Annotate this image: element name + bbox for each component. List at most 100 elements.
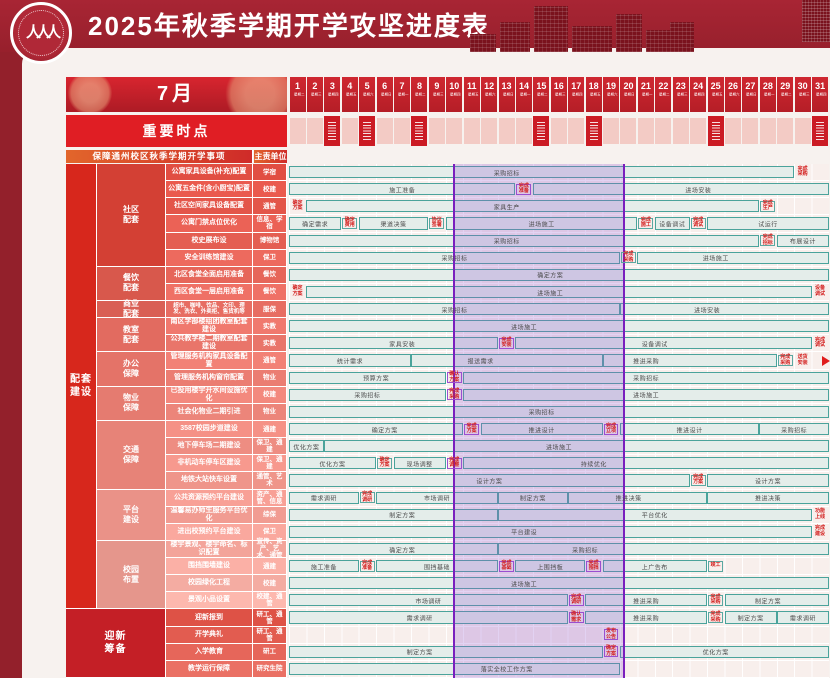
bar-label: 设计方案: [476, 479, 503, 486]
milestone-note-line: 完成: [362, 491, 373, 498]
gantt-bar: [619, 645, 829, 658]
weekday-label: 星期日: [380, 93, 392, 97]
weekday-label: 星期一: [398, 93, 409, 97]
milestone-note: 完成 安装: [499, 337, 514, 349]
task-cell: 公共教学楼二期教室配套建设: [166, 335, 253, 353]
building-shape: [500, 22, 530, 52]
month-label: 7月: [156, 83, 197, 105]
day-number: 31: [815, 81, 826, 91]
weekday-label: 星期三: [554, 93, 566, 97]
unit-cell: 资产、通管、信息: [253, 489, 287, 507]
bar-label: 采购招标: [441, 256, 468, 263]
gantt-bar: [289, 491, 359, 504]
milestone-note-line: 完成: [362, 559, 373, 566]
gantt-bar: [585, 594, 708, 607]
milestone-note-line: 调试: [815, 342, 826, 349]
milestone-note: 完成 采购: [708, 593, 723, 606]
milestone-note-line: 调整: [449, 462, 460, 469]
task-cell: 地下停车场二期建设: [166, 438, 253, 456]
gantt-bar: [654, 217, 690, 230]
bar-label: 设备调试: [659, 222, 686, 229]
section-header-unit: 主责单位: [254, 150, 287, 163]
group-cell-l2: 办公 保障: [97, 352, 166, 387]
day-cell: 17 星期四: [568, 77, 585, 112]
day-cell: 3 星期四: [324, 77, 341, 112]
milestone-note: 完成 立项: [603, 422, 619, 435]
milestone-day-cell: [463, 118, 480, 144]
unit-cell: 通建: [253, 421, 287, 439]
milestone-note-line: 完成: [710, 593, 721, 600]
gantt-bar: [619, 423, 760, 436]
flower-decoration: [225, 77, 287, 112]
gantt-bar: [532, 183, 829, 196]
day-cell: 23 星期三: [672, 77, 689, 112]
milestone-note: 协议 签署: [429, 217, 445, 230]
milestone-row-label: 重要时点: [66, 115, 287, 147]
bar-label: 进场施工: [528, 222, 555, 229]
gantt-bar: [289, 354, 411, 367]
milestone-note-line: 调试: [815, 290, 826, 297]
gantt-bar: [289, 611, 568, 624]
unit-cell: 餐饮: [253, 266, 287, 284]
milestone-note: 完成 采购: [795, 166, 810, 178]
unit-cell: 通建: [253, 558, 287, 576]
task-cell: 校园绿化工程: [166, 575, 253, 593]
day-number: 17: [571, 81, 582, 91]
day-cell: 30 星期三: [794, 77, 811, 112]
bar-label: 确定方案: [389, 548, 416, 554]
group-cell-l2: 社区 配套: [97, 164, 166, 267]
day-number: 27: [745, 81, 756, 91]
day-cell: 29 星期二: [777, 77, 794, 112]
bar-label: 布展设计: [789, 239, 816, 246]
milestone-note-line: 安装: [501, 342, 512, 349]
milestone-note-line: 需求: [571, 616, 582, 623]
milestone-marker: [533, 116, 550, 146]
task-cell: 楼宇景观、楼宇命名、标识配置: [166, 540, 253, 559]
day-number: 8: [416, 81, 422, 91]
milestone-note-line: 完成: [466, 422, 477, 429]
unit-cell: 博物馆: [253, 232, 287, 250]
day-number: 9: [434, 81, 440, 91]
milestone-note-line: 完成: [605, 422, 616, 429]
unit-cell: 通管、艺术: [253, 472, 287, 490]
gantt-bar: [410, 354, 603, 367]
milestone-note-line: 送货: [797, 354, 808, 361]
building-shape: [616, 14, 642, 52]
task-cell: 迎新报到: [166, 609, 253, 627]
bar-label: 推进采购: [633, 359, 660, 366]
milestone-note-line: 确定: [379, 456, 390, 463]
milestone-note-line: 确定: [292, 199, 303, 206]
milestone-note-line: 公告: [605, 633, 616, 640]
milestone-note: 完成 调整: [446, 457, 462, 469]
unit-cell: 信息、学宿: [253, 215, 287, 233]
gantt-bar: [376, 491, 499, 504]
weekday-label: 星期五: [589, 93, 601, 97]
milestone-note-line: 调研: [362, 496, 373, 503]
milestone-note: 确定 方案: [603, 645, 619, 658]
milestone-note: 完成 采购: [708, 611, 723, 624]
task-cell: 教学运行保障: [166, 660, 253, 678]
milestone-note-line: 费用: [344, 222, 355, 229]
milestone-marker-text: [816, 122, 825, 140]
day-cell: 19 星期六: [603, 77, 620, 112]
gantt-bar: [289, 525, 812, 538]
bar-label: 家具生产: [493, 205, 520, 212]
gantt-bar: [776, 234, 829, 247]
section-header-tasks: 保障通州校区秋季学期开学事项: [66, 150, 253, 163]
milestone-day-cell: [376, 118, 393, 144]
bar-label: 市场调研: [424, 496, 451, 503]
day-number: 25: [710, 81, 721, 91]
bar-label: 市场调研: [415, 599, 442, 606]
unit-cell: 研工: [253, 643, 287, 661]
milestone-day-cell: [550, 118, 567, 144]
milestone-note: 确认 需求: [568, 611, 584, 624]
milestone-note-line: 采购: [780, 359, 791, 366]
milestone-note-line: 采购: [797, 171, 808, 178]
task-cell: 公共资源预约平台建设: [166, 489, 253, 507]
day-cell: 2 星期三: [306, 77, 323, 112]
milestone-note-line: 完成: [693, 473, 704, 480]
milestone-note-line: 确定: [605, 645, 616, 652]
gantt-bar: [567, 491, 708, 504]
gantt-bar: [323, 440, 829, 453]
day-number: 2: [312, 81, 318, 91]
